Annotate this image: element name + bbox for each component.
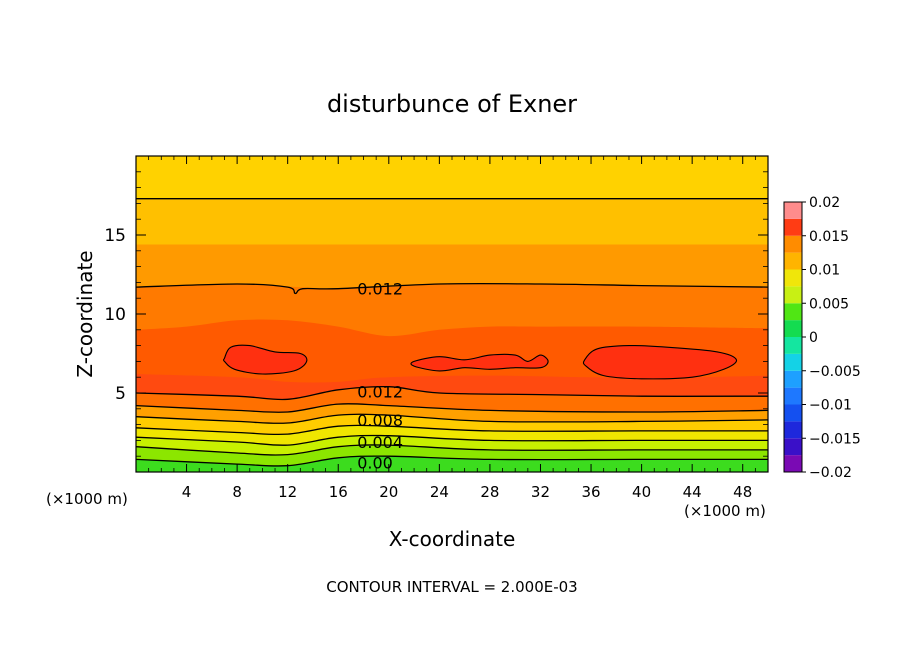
contour-line-6 [135, 434, 768, 446]
colorbar-tick-label: 0.02 [809, 195, 840, 211]
closed-contours [222, 344, 738, 380]
contour-labels: 0.012 0.012 0.008 0.004 0.00 [357, 280, 403, 473]
closed-contour-2 [582, 344, 738, 380]
contour-label-2: 0.012 [357, 382, 403, 401]
colorbar-tick-label: 0.015 [809, 229, 849, 245]
colorbar-band-1 [784, 438, 802, 456]
colorbar-tick-label: −0.02 [809, 465, 852, 481]
contour-line-2 [135, 385, 768, 401]
y-tick-label: 15 [104, 226, 126, 246]
contour-line-1 [135, 282, 769, 295]
colorbar-band-14 [784, 218, 802, 236]
y-tick-label: 10 [104, 305, 126, 325]
y-axis-ticks: 5 10 15 [104, 171, 768, 457]
colorbar-band-2 [784, 421, 802, 439]
colorbar-band-3 [784, 404, 802, 422]
x-tick-label: 4 [182, 483, 192, 501]
colorbar-ticks: 0.02 0.015 0.01 0.005 0 −0.005 −0.01 −0.015 −0.0… [802, 195, 861, 481]
colorbar-band-10 [784, 286, 802, 304]
contour-fill-layers [136, 156, 768, 472]
contour-label-8: 0.00 [357, 454, 393, 473]
colorbar-tick-label: −0.01 [809, 398, 852, 414]
colorbar-band-4 [784, 387, 802, 405]
colorbar-tick-label: −0.015 [809, 431, 861, 447]
colorbar-band-7 [784, 337, 802, 354]
x-tick-label: 24 [430, 483, 449, 501]
x-tick-label: 16 [329, 483, 348, 501]
x-axis-label: X-coordinate [389, 527, 516, 551]
contour-label-6: 0.004 [357, 433, 403, 452]
contour-line-7 [135, 444, 768, 456]
closed-contour-1 [410, 353, 549, 372]
y-tick-label: 5 [115, 384, 126, 404]
colorbar-band-6 [784, 353, 802, 371]
x-tick-label: 48 [733, 483, 752, 501]
contour-line-8 [135, 455, 768, 467]
colorbar-band-5 [784, 370, 802, 388]
x-tick-label: 28 [480, 483, 499, 501]
colorbar-band-11 [784, 269, 802, 287]
x-axis-ticks: 4 8 12 16 20 24 28 32 36 40 44 48 [148, 156, 756, 501]
closed-contour-0 [222, 344, 308, 375]
colorbar-tick-label: 0.01 [809, 263, 840, 279]
x-tick-label: 44 [683, 483, 702, 501]
contour-lines [135, 198, 769, 467]
colorbar-band-15 [784, 202, 802, 219]
chart-title: disturbunce of Exner [327, 90, 577, 118]
contour-interval-note: CONTOUR INTERVAL = 2.000E-03 [326, 578, 577, 596]
colorbar-tick-label: −0.005 [809, 364, 861, 380]
x-unit-right: (×1000 m) [684, 502, 766, 520]
colorbar [783, 201, 803, 473]
x-tick-label: 20 [379, 483, 398, 501]
x-tick-label: 40 [632, 483, 651, 501]
contour-line-5 [135, 424, 768, 436]
x-tick-label: 8 [232, 483, 242, 501]
colorbar-band-13 [784, 235, 802, 253]
x-tick-label: 12 [278, 483, 297, 501]
contour-line-4 [135, 413, 769, 425]
x-tick-label: 36 [581, 483, 600, 501]
y-axis-label: Z-coordinate [73, 250, 97, 377]
colorbar-tick-label: 0.005 [809, 296, 849, 312]
colorbar-band-12 [784, 252, 802, 270]
colorbar-band-9 [784, 303, 802, 321]
colorbar-band-8 [784, 320, 802, 337]
x-unit-left: (×1000 m) [46, 490, 128, 508]
colorbar-tick-label: 0 [809, 330, 818, 346]
contour-label-4: 0.008 [357, 411, 403, 430]
colorbar-band-0 [784, 455, 802, 472]
x-tick-label: 32 [531, 483, 550, 501]
contour-line-3 [135, 403, 769, 413]
contour-label-1: 0.012 [357, 280, 403, 299]
